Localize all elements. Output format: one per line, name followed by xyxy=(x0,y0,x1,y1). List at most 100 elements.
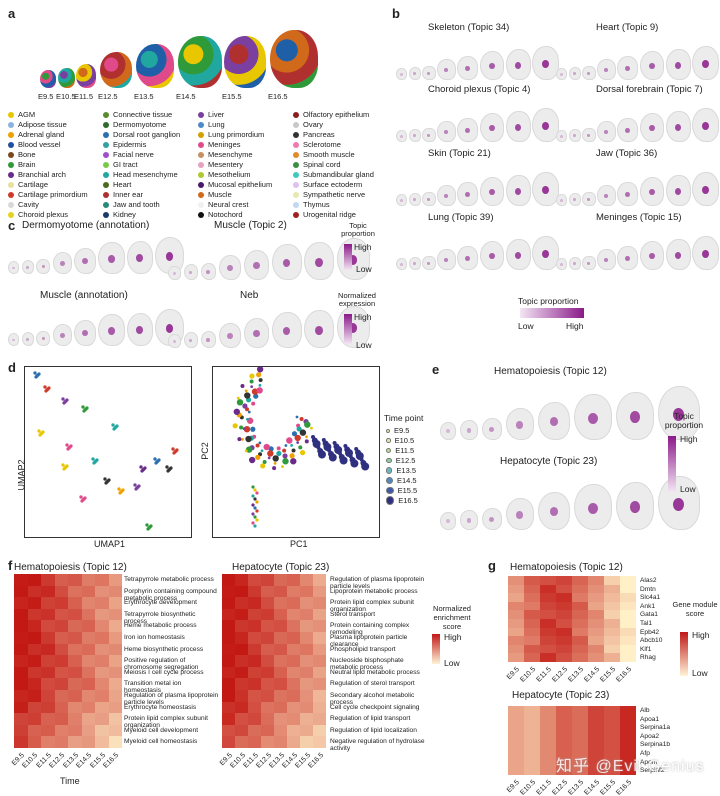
c-muscle-ann-embryo-0 xyxy=(8,333,20,346)
scatter-point xyxy=(296,441,300,444)
heat-cell xyxy=(248,666,261,679)
heat-cell xyxy=(313,736,326,748)
scatter-point xyxy=(62,401,66,405)
heat-cell xyxy=(108,666,122,679)
scatter-point xyxy=(262,460,267,465)
f2-row-label: Secondary alcohol metabolic process xyxy=(330,692,415,706)
f1-row-label: Regulation of plasma lipoprotein particl… xyxy=(124,692,219,706)
scatter-point xyxy=(244,449,248,453)
e-hep-embryo-7 xyxy=(658,476,700,530)
tissue-color-dot xyxy=(293,121,299,128)
scatter-point xyxy=(305,435,308,439)
heat-cell xyxy=(300,574,313,586)
tissue-legend-label: Facial nerve xyxy=(113,150,154,159)
purple-spot xyxy=(516,421,524,429)
purple-spot xyxy=(172,271,176,275)
tissue-legend: AGM Connective tissue Liver Olfactory epith… xyxy=(8,110,388,219)
e-hep-embryo-6 xyxy=(616,482,654,530)
purple-spot xyxy=(549,417,558,427)
f1-row-label: Heme biosynthetic process xyxy=(124,645,204,653)
b-1-embryo-2 xyxy=(582,65,596,80)
b-6-embryo-0 xyxy=(396,258,407,270)
heat-cell xyxy=(27,643,41,656)
heat-cell xyxy=(300,597,313,609)
heat-cell xyxy=(81,620,95,632)
heat-cell xyxy=(300,713,313,725)
purple-spot xyxy=(624,65,631,72)
heat-cell xyxy=(68,666,82,679)
b-2-embryo-2 xyxy=(422,127,436,142)
heat-cell xyxy=(54,597,68,609)
b-5-embryo-2 xyxy=(582,191,596,206)
e-title-hepatocyte: Hepatocyte (Topic 23) xyxy=(500,456,598,467)
f1-row-label: Porphyrin containing compound metabolic … xyxy=(124,587,217,602)
scatter-point xyxy=(251,485,255,489)
f1-row-label: Meiosis I cell cycle process xyxy=(124,668,204,676)
heat-cell xyxy=(274,574,287,586)
c-derm-embryo-2 xyxy=(36,258,51,274)
purple-spot xyxy=(673,407,685,421)
scatter-point xyxy=(166,469,170,473)
tissue-color-dot xyxy=(198,121,204,128)
tissue-color-dot xyxy=(103,201,109,208)
purple-spot xyxy=(464,65,471,72)
tissue-legend-label: Sclerotome xyxy=(303,140,341,149)
scatter-point xyxy=(276,446,281,451)
scatter-point xyxy=(251,494,255,498)
tissue-color-dot xyxy=(198,161,204,168)
purple-spot xyxy=(549,507,558,517)
scatter-point xyxy=(117,487,121,491)
scatter-point xyxy=(250,385,254,389)
heat-cell xyxy=(81,585,95,598)
c-title-muscle-topic: Muscle (Topic 2) xyxy=(214,220,287,231)
scatter-point xyxy=(134,487,138,491)
pca-plot xyxy=(212,366,380,538)
scatter-point xyxy=(282,448,287,453)
scatter-point xyxy=(153,457,157,461)
purple-spot xyxy=(136,254,144,263)
heat-cell xyxy=(14,690,28,702)
heat-cell xyxy=(508,601,524,611)
heat-cell xyxy=(540,706,556,715)
heat-cell xyxy=(588,601,604,611)
heat-cell xyxy=(68,690,82,702)
heat-cell xyxy=(68,724,82,737)
c-muscle-ann-embryo-5 xyxy=(98,314,125,346)
scatter-point xyxy=(273,461,277,465)
scatter-point xyxy=(165,465,169,469)
colored-embryo-1 xyxy=(58,68,75,88)
heat-cell xyxy=(27,620,41,632)
b-4-embryo-4 xyxy=(457,181,478,206)
heat-cell xyxy=(556,749,572,758)
b-0-embryo-6 xyxy=(506,49,531,80)
heat-cell xyxy=(274,643,287,656)
scatter-point xyxy=(241,437,244,441)
heat-cell xyxy=(108,574,122,586)
scatter-point xyxy=(255,454,261,460)
tissue-legend-label: Spinal cord xyxy=(303,160,341,169)
heat-cell xyxy=(108,736,122,748)
purple-spot xyxy=(488,252,495,260)
scatter-point xyxy=(250,426,256,432)
heat-cell xyxy=(300,643,313,656)
heat-cell xyxy=(54,724,68,737)
purple-spot xyxy=(629,501,640,513)
heat-cell xyxy=(81,736,95,748)
heat-cell xyxy=(261,643,274,656)
heat-cell xyxy=(41,585,55,598)
heat-cell xyxy=(248,608,261,621)
scatter-point xyxy=(111,423,115,427)
scatter-point xyxy=(244,392,251,399)
purple-spot xyxy=(624,127,631,134)
heat-cell xyxy=(222,655,235,667)
purple-spot xyxy=(82,330,88,337)
heat-cell xyxy=(14,620,28,632)
panel-f-letter: f xyxy=(8,558,13,573)
c-neb-embryo-2 xyxy=(200,330,217,348)
g-legend-gradient xyxy=(680,632,688,676)
heat-col-label: E12.5 xyxy=(551,778,570,796)
tissue-legend-label: Dermomyotome xyxy=(113,120,167,129)
purple-spot xyxy=(400,199,403,202)
heat-cell xyxy=(261,736,274,748)
heat-cell xyxy=(556,644,572,654)
